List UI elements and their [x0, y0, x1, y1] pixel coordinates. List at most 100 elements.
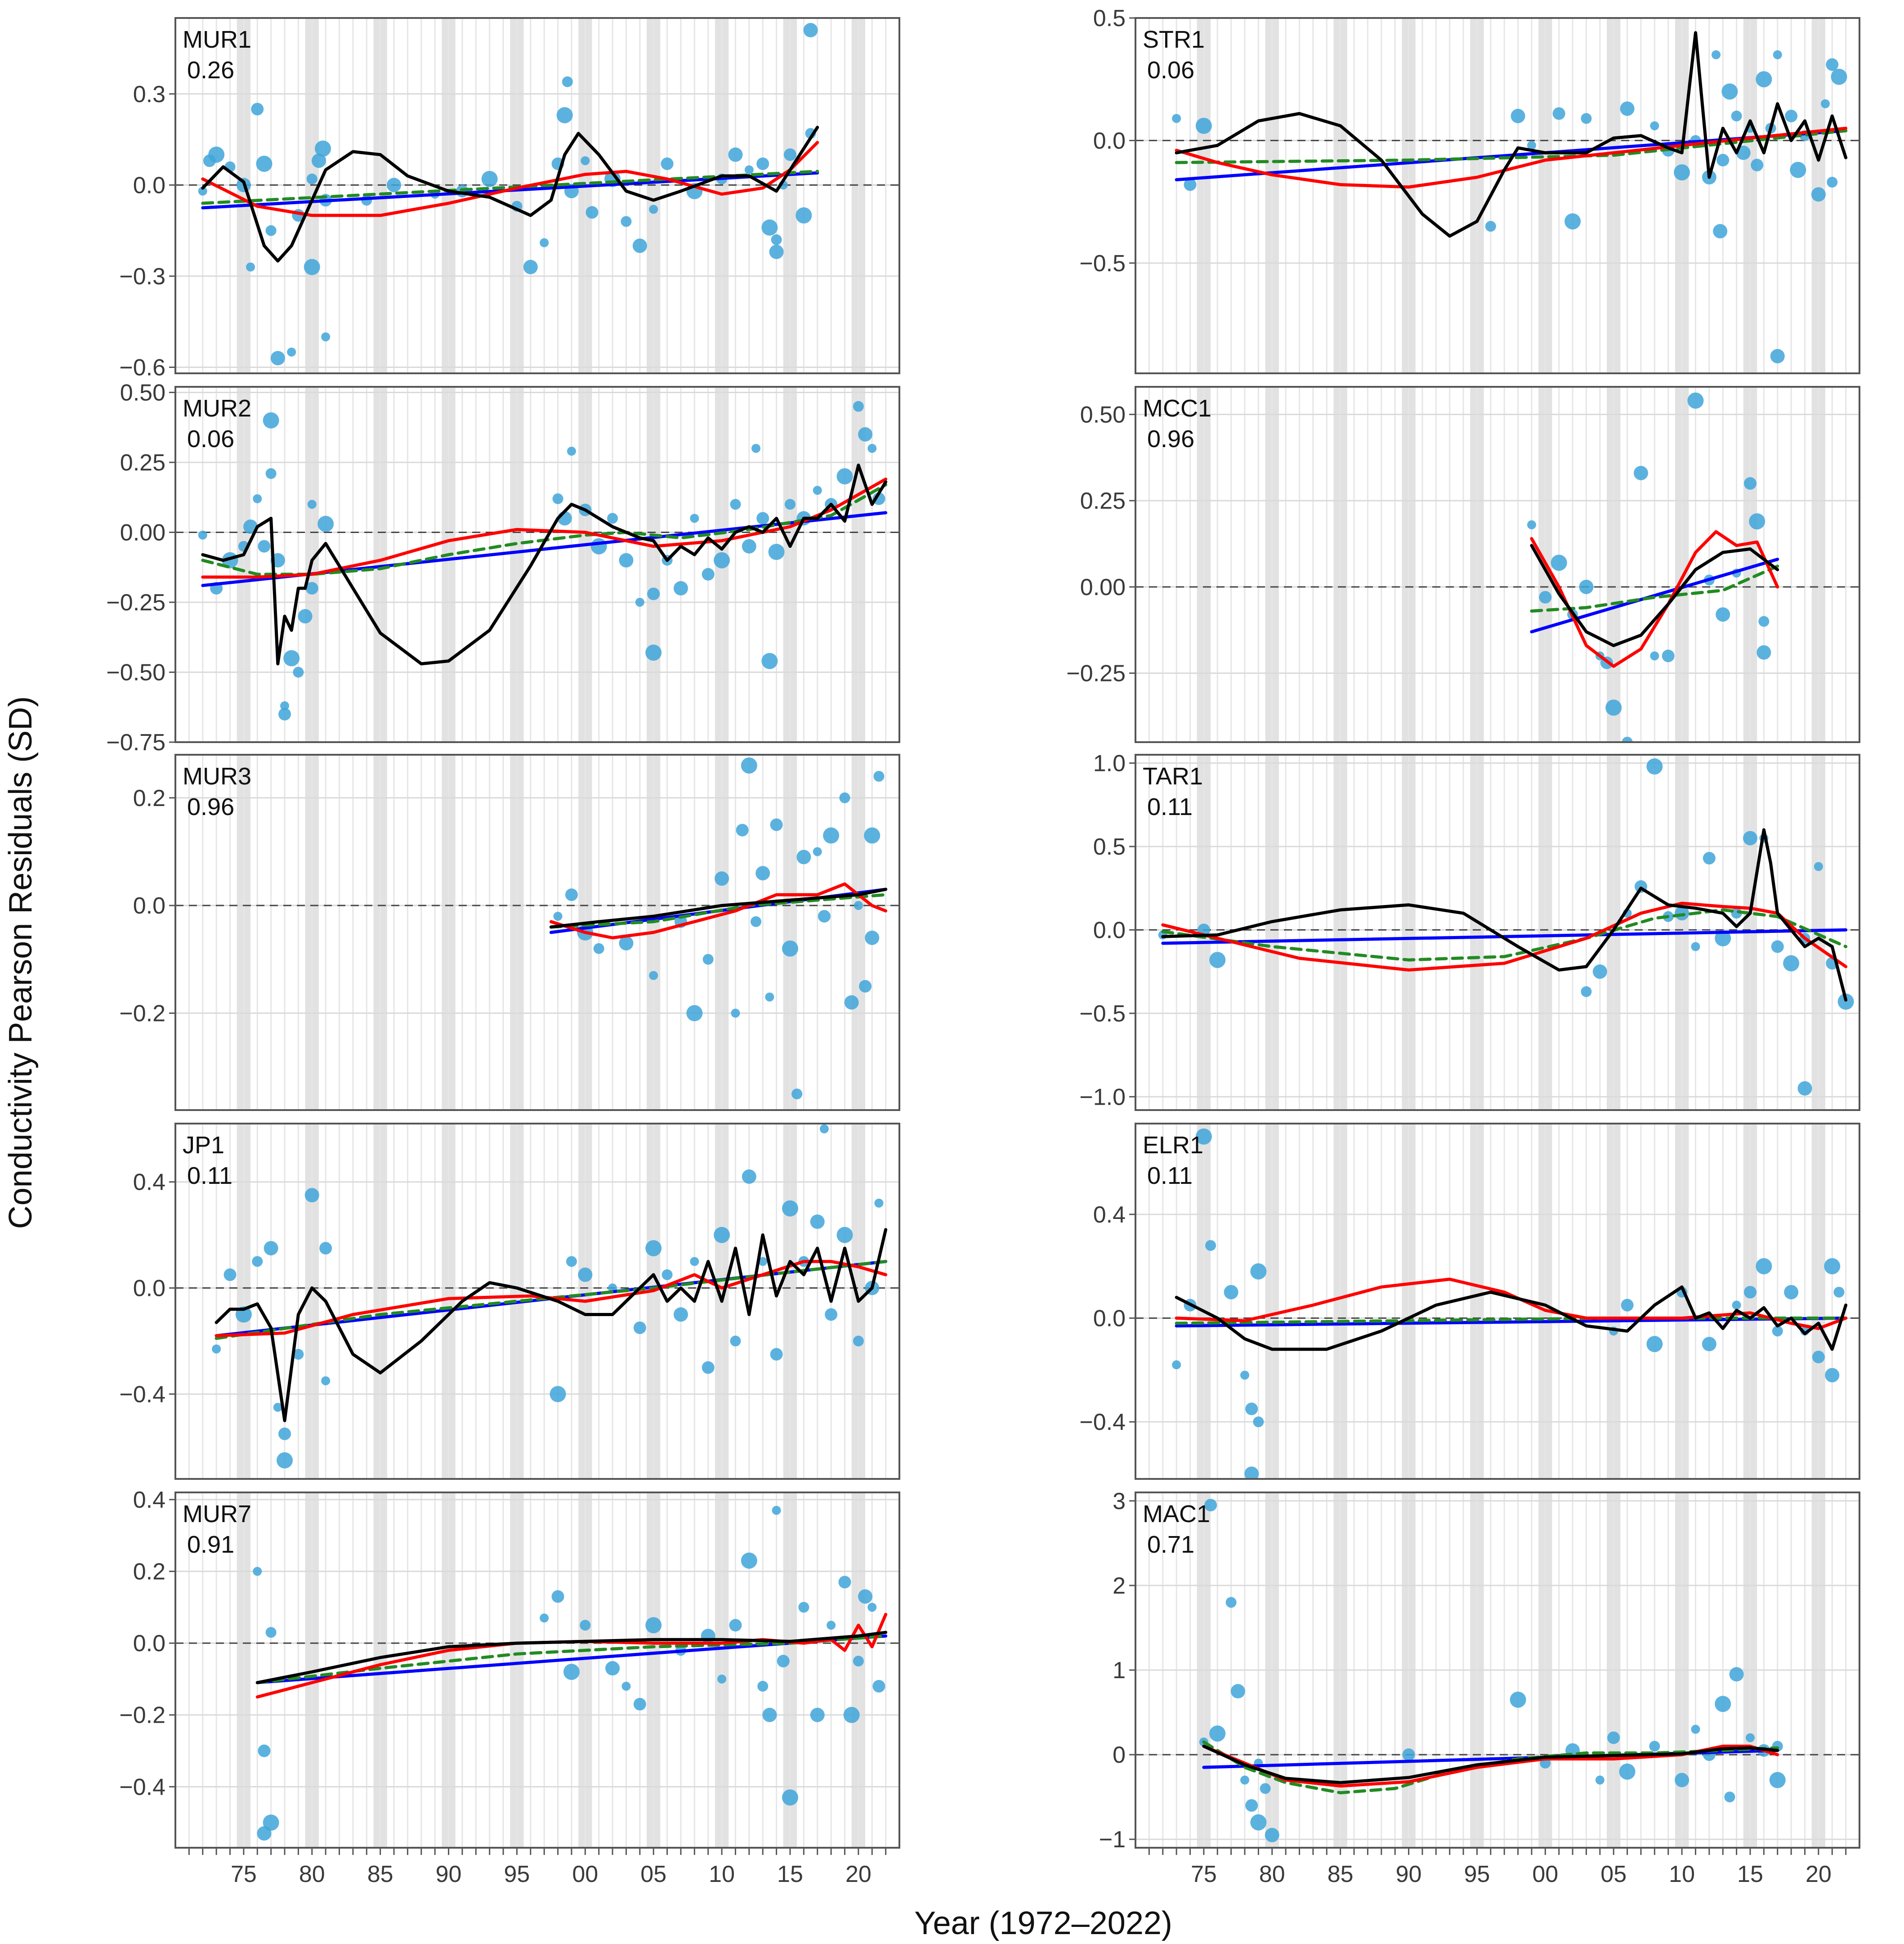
- data-point: [567, 447, 576, 456]
- data-point: [1527, 141, 1536, 150]
- data-point: [632, 238, 647, 253]
- x-tick-label: 00: [1532, 1861, 1558, 1887]
- y-tick-label: 0.2: [133, 785, 165, 811]
- data-point: [263, 412, 279, 429]
- data-point: [810, 1214, 825, 1229]
- y-tick-label: 0.0: [133, 1630, 165, 1657]
- data-point: [730, 499, 741, 510]
- data-point: [1837, 993, 1854, 1010]
- data-point: [273, 1402, 282, 1412]
- y-tick-label: 0.4: [133, 1487, 165, 1513]
- data-point: [810, 1707, 825, 1722]
- x-tick-label: 75: [1191, 1861, 1217, 1887]
- data-point: [1552, 107, 1565, 120]
- panel-mur7: −0.4 −0.2 0.0 0.2 0.4 MUR7 0.91 75 80 85 90 95 00 05 1…: [119, 1487, 900, 1887]
- panel-mac1: −1 0 1 2 3 MAC1 0.71 75 80 85 90 95 00 05 10 15 20: [1099, 1488, 1860, 1887]
- data-point: [621, 1681, 631, 1691]
- data-point: [1240, 1775, 1250, 1785]
- data-point: [1713, 224, 1728, 238]
- dashed-trend-line: [201, 170, 819, 205]
- data-point: [818, 910, 831, 923]
- y-tick-label: 0.25: [120, 450, 165, 476]
- data-point: [813, 486, 822, 495]
- y-tick-label: 0.4: [1093, 1202, 1126, 1228]
- data-point: [277, 1452, 293, 1469]
- data-point: [729, 1619, 742, 1632]
- data-point: [256, 156, 273, 172]
- data-point: [593, 943, 604, 954]
- spline-trend-line: [201, 125, 819, 263]
- data-point: [553, 912, 563, 921]
- y-tick-label: −0.2: [119, 1001, 165, 1027]
- panel-tar1: −1.0 −0.5 0.0 0.5 1.0 TAR1 0.11: [1079, 751, 1860, 1111]
- data-point: [563, 1663, 580, 1680]
- panel-value: 0.96: [187, 793, 234, 820]
- data-point: [1225, 1597, 1237, 1608]
- data-point: [1691, 1725, 1700, 1734]
- data-point: [270, 351, 285, 366]
- data-point: [321, 1376, 331, 1385]
- data-point: [1797, 1081, 1812, 1096]
- x-tick-label: 10: [1669, 1861, 1695, 1887]
- y-tick-label: 0.5: [1093, 834, 1126, 860]
- panels: −0.6 −0.3 0.0 0.3 MUR1 0.26 −0.5 0.0 0.5 STR1 0.06…: [106, 5, 1860, 1887]
- x-tick-label: 00: [572, 1861, 598, 1887]
- data-point: [854, 901, 863, 910]
- data-point: [853, 401, 864, 412]
- data-point: [258, 540, 271, 553]
- plot-area: [253, 1505, 888, 1841]
- data-point: [317, 515, 334, 532]
- data-point: [523, 260, 538, 274]
- data-point: [771, 234, 782, 245]
- plot-area: [1158, 758, 1854, 1096]
- plot-area: [198, 23, 819, 366]
- panel-value: 0.96: [1147, 426, 1194, 452]
- data-point: [1716, 154, 1730, 166]
- data-point: [702, 954, 714, 965]
- y-tick-label: −0.4: [1079, 1409, 1126, 1435]
- panel-frame: [174, 386, 900, 743]
- data-point: [1595, 1775, 1605, 1785]
- dashed-trend-line: [549, 893, 888, 929]
- data-point: [1675, 1773, 1689, 1787]
- data-point: [265, 225, 277, 236]
- data-point: [673, 581, 688, 596]
- panel-frame: [1135, 754, 1860, 1111]
- data-point: [1605, 699, 1622, 716]
- panel-background: [1135, 387, 1859, 742]
- smooth-trend-line: [1175, 1277, 1848, 1330]
- data-point: [566, 1256, 577, 1267]
- y-tick-label: 0.50: [120, 380, 165, 406]
- data-point: [198, 530, 207, 540]
- data-point: [278, 708, 291, 721]
- data-point: [853, 1656, 864, 1667]
- data-point: [387, 178, 402, 193]
- data-point: [796, 207, 812, 224]
- data-point: [1712, 50, 1721, 59]
- panel-title: MUR2: [183, 395, 251, 422]
- y-tick-label: −0.5: [1079, 251, 1126, 277]
- data-point: [761, 219, 778, 236]
- data-point: [1724, 1792, 1735, 1803]
- data-point: [1564, 213, 1581, 230]
- data-point: [1821, 99, 1830, 108]
- data-point: [605, 1661, 620, 1676]
- data-point: [1715, 1696, 1731, 1712]
- y-tick-label: 0.00: [120, 520, 165, 546]
- data-point: [1172, 1360, 1181, 1370]
- data-point: [858, 427, 873, 442]
- y-tick-label: −0.50: [106, 659, 165, 685]
- y-tick-label: −0.75: [106, 730, 165, 756]
- x-tick-label: 85: [1327, 1861, 1354, 1887]
- data-point: [751, 916, 762, 927]
- x-tick-label: 20: [845, 1861, 872, 1887]
- data-point: [1607, 1731, 1620, 1744]
- data-point: [741, 1552, 757, 1569]
- plot-area: [1172, 1128, 1848, 1479]
- data-point: [744, 165, 754, 175]
- data-point: [1826, 58, 1839, 71]
- panel-title: MUR3: [183, 763, 251, 790]
- data-point: [1244, 1466, 1259, 1479]
- plot-area: [1172, 31, 1848, 363]
- data-point: [321, 332, 331, 341]
